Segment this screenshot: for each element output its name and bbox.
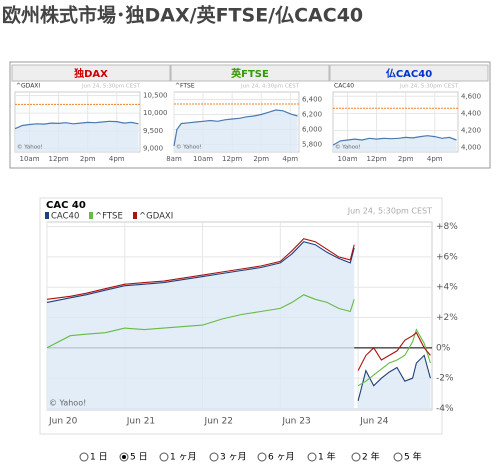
area <box>15 121 139 152</box>
radio-dot <box>122 455 126 459</box>
x-tick-label: Jun 22 <box>204 417 233 427</box>
radio-button[interactable] <box>393 452 403 462</box>
radio-button[interactable] <box>209 452 219 462</box>
y-tick-label: 6,000 <box>302 126 322 134</box>
x-tick-label: 2pm <box>398 155 414 163</box>
y-tick-label: -2% <box>436 374 454 384</box>
series-line <box>332 135 457 146</box>
y-tick-label: -4% <box>436 404 454 414</box>
x-tick-label: Jun 21 <box>126 417 155 427</box>
area <box>47 241 355 410</box>
radio-label[interactable]: 1 ヶ月 <box>170 452 197 463</box>
series-label: ^GDAXI <box>16 83 40 90</box>
series-line <box>46 294 431 387</box>
area <box>174 110 298 152</box>
x-tick-label: 12pm <box>367 155 387 163</box>
x-tick-label: 2pm <box>80 155 96 163</box>
credit: © Yahoo! <box>176 144 202 151</box>
series-line <box>173 109 298 147</box>
x-tick-label: 8am <box>166 155 182 163</box>
legend-swatch <box>133 212 137 219</box>
header-strip <box>170 64 330 82</box>
radio-label[interactable]: 5 年 <box>404 451 422 463</box>
x-tick-label: 12pm <box>222 155 242 163</box>
header-strip <box>11 64 171 82</box>
legend-label: ^GDAXI <box>139 212 173 222</box>
radio-button[interactable] <box>351 452 361 462</box>
radio-button[interactable] <box>307 452 317 462</box>
series-line <box>46 241 431 402</box>
area <box>358 355 431 410</box>
y-tick-label: 4,200 <box>461 127 481 135</box>
x-tick-label: 10am <box>20 155 40 163</box>
credit: © Yahoo! <box>335 144 361 151</box>
radio-button[interactable] <box>159 452 169 462</box>
legend-swatch <box>89 212 93 219</box>
timestamp: Jun 24, 4:30pm CEST <box>240 84 300 90</box>
y-tick-label: 10,000 <box>143 109 168 117</box>
x-tick-label: 2pm <box>253 155 269 163</box>
timestamp: Jun 24, 5:30pm CEST <box>81 84 141 90</box>
y-tick-label: 6,200 <box>302 111 322 119</box>
radio-button[interactable] <box>79 452 89 462</box>
x-tick-label: Jun 24 <box>359 417 389 427</box>
radio-button[interactable] <box>257 452 267 462</box>
chart-title: 独DAX <box>74 67 108 80</box>
x-tick-label: 10am <box>193 155 213 163</box>
radio-label[interactable]: 3 ヶ月 <box>220 452 247 463</box>
x-tick-label: Jun 20 <box>48 417 78 427</box>
legend-label: ^FTSE <box>95 212 123 222</box>
radio-label[interactable]: 5 日 <box>130 452 148 463</box>
y-tick-label: +6% <box>436 252 458 262</box>
x-tick-label: 10am <box>338 155 358 163</box>
radio-label[interactable]: 6 ヶ月 <box>268 452 295 463</box>
radio-label[interactable]: 1 日 <box>90 452 108 463</box>
credit: © Yahoo! <box>49 399 86 408</box>
series-label: CAC40 <box>334 83 354 90</box>
x-tick-label: 4pm <box>109 155 125 163</box>
chart-title: 英FTSE <box>230 67 269 80</box>
legend-label: CAC40 <box>51 212 79 222</box>
y-tick-label: +8% <box>436 222 458 232</box>
header-strip <box>329 64 489 82</box>
series-line <box>46 238 431 371</box>
page-title: 欧州株式市場･独DAX/英FTSE/仏CAC40 <box>2 4 363 27</box>
y-tick-label: 9,500 <box>143 127 163 135</box>
legend-swatch <box>45 212 49 219</box>
x-tick-label: 12pm <box>49 155 69 163</box>
y-tick-label: 5,800 <box>302 141 322 149</box>
x-tick-label: 4pm <box>282 155 298 163</box>
y-tick-label: +2% <box>436 313 458 323</box>
y-tick-label: 6,400 <box>302 96 322 104</box>
x-tick-label: 4pm <box>427 155 443 163</box>
y-tick-label: 0% <box>436 343 451 353</box>
series-label: ^FTSE <box>175 83 195 90</box>
y-tick-label: 4,400 <box>461 109 481 117</box>
y-tick-label: 4,600 <box>461 92 481 100</box>
radio-label[interactable]: 2 年 <box>362 451 380 463</box>
timestamp: Jun 24, 5:30pm CEST <box>399 84 459 90</box>
chart-title: CAC 40 <box>46 200 86 211</box>
credit: © Yahoo! <box>17 144 43 151</box>
timestamp: Jun 24, 5:30pm CEST <box>347 207 432 216</box>
series-line <box>14 120 139 130</box>
y-tick-label: 10,500 <box>143 92 168 100</box>
y-tick-label: 9,000 <box>143 144 163 152</box>
x-tick-label: Jun 23 <box>281 417 310 427</box>
radio-label[interactable]: 1 年 <box>318 451 336 463</box>
y-tick-label: 4,000 <box>461 144 481 152</box>
chart-title: 仏CAC40 <box>386 68 432 80</box>
y-tick-label: +4% <box>436 283 458 293</box>
